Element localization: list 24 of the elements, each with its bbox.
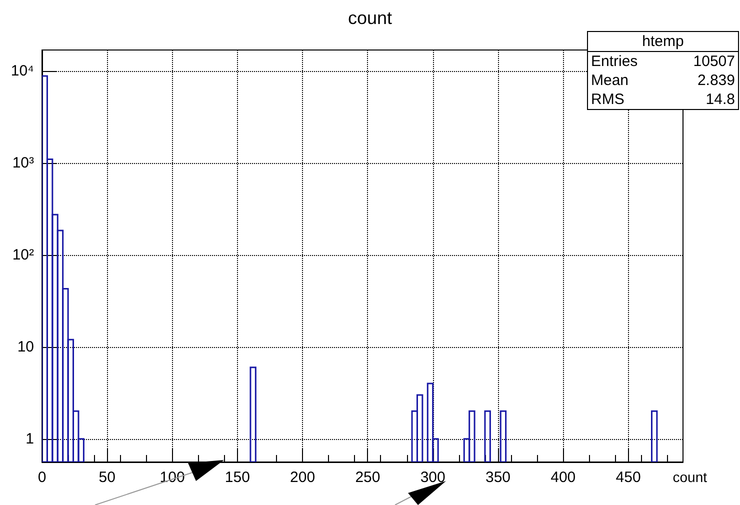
text: 2.839 <box>697 71 735 90</box>
annotation: RMS <box>591 90 624 109</box>
y-tick-label: 10² <box>12 246 34 264</box>
x-tick-label: 100 <box>160 469 185 486</box>
annotation: Entries <box>591 52 638 71</box>
x-tick-label: 300 <box>420 469 446 486</box>
text: 10507 <box>693 52 735 71</box>
y-tick-label: 1 <box>26 430 34 448</box>
x-tick-label: 400 <box>550 469 576 486</box>
y-tick-label: 10⁴ <box>10 62 34 80</box>
chart-title: count <box>348 8 392 28</box>
annotation: Mean <box>591 71 629 90</box>
x-tick-label: 450 <box>616 469 641 486</box>
text: 14.8 <box>706 90 735 109</box>
y-tick-label: 10 <box>17 338 34 356</box>
text: htemp <box>588 32 738 52</box>
x-tick-label: 0 <box>38 469 46 486</box>
x-axis-title: count <box>672 469 708 485</box>
x-tick-label: 50 <box>98 469 116 486</box>
x-tick-label: 250 <box>355 469 380 486</box>
y-tick-label: 10³ <box>12 154 34 172</box>
x-tick-label: 200 <box>290 469 316 486</box>
x-tick-label: 150 <box>224 469 250 486</box>
x-tick-label: 350 <box>485 469 511 486</box>
